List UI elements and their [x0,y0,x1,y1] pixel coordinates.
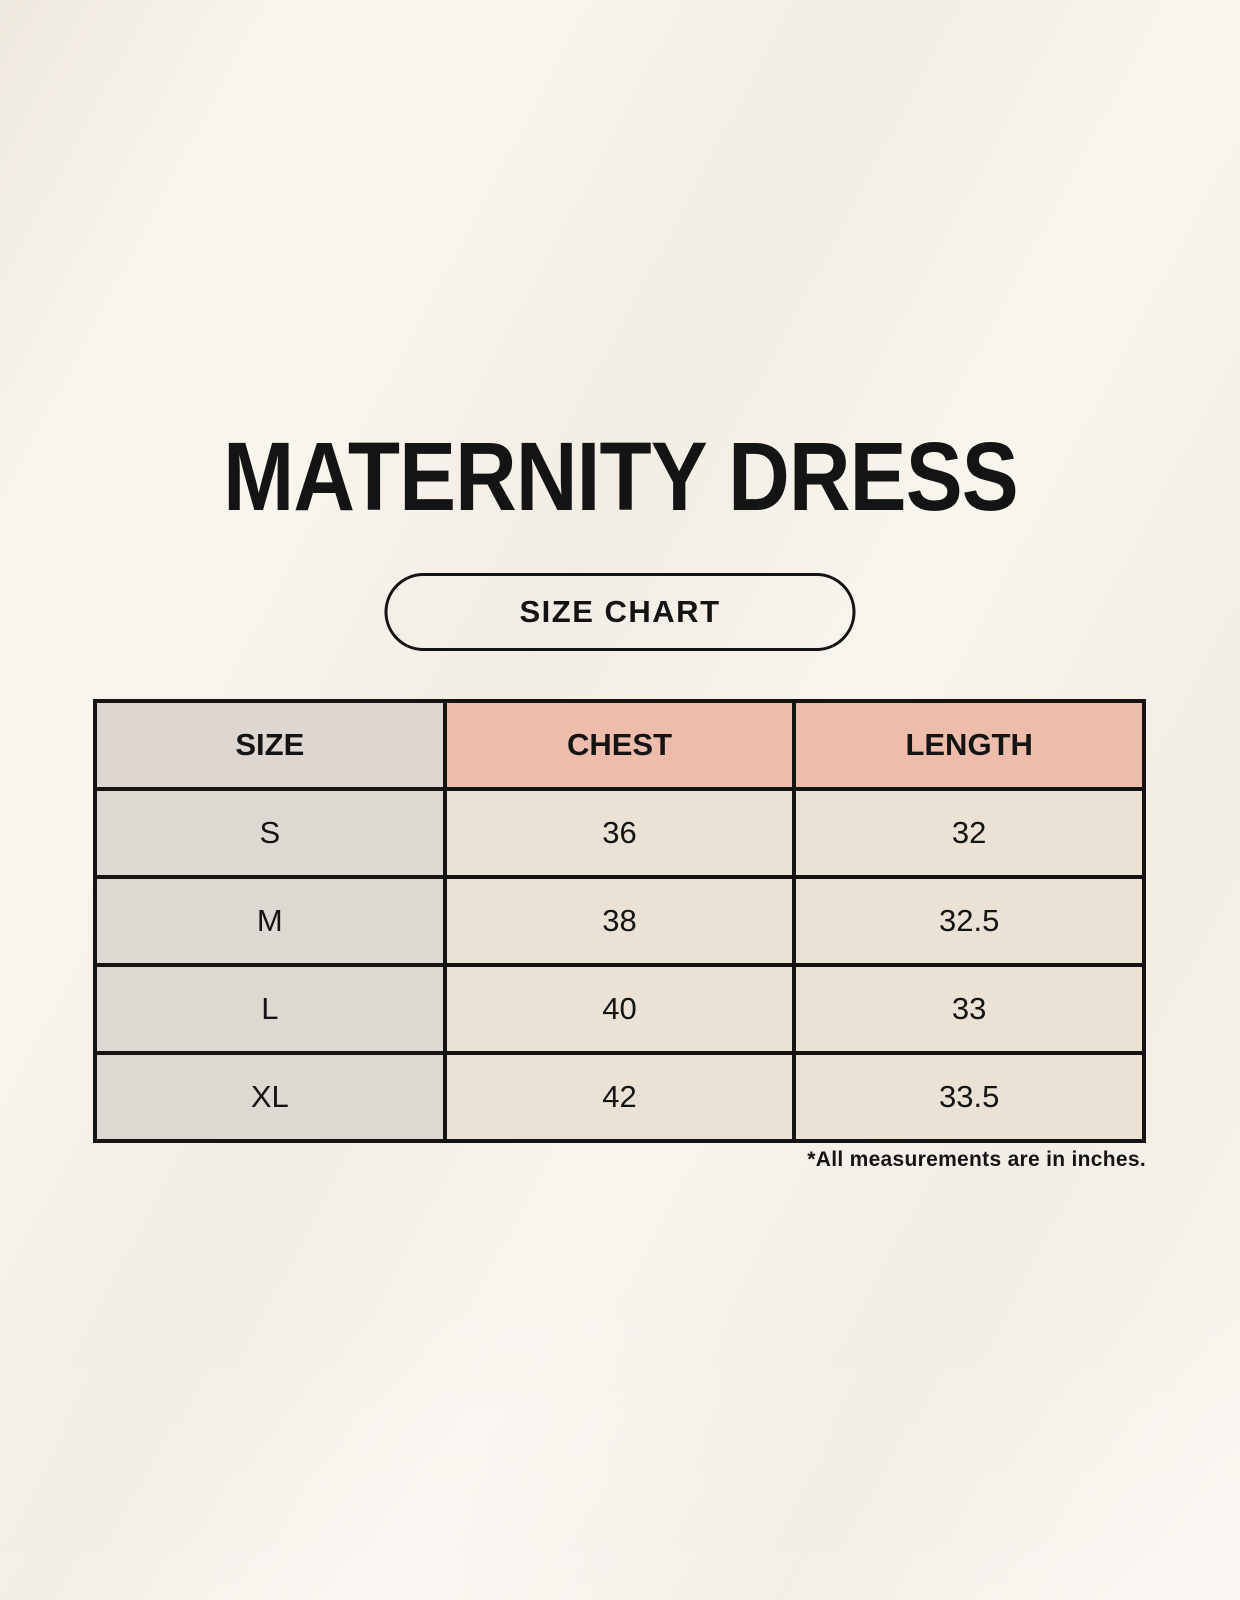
page-title: MATERNITY DRESS [0,428,1240,525]
length-cell: 32.5 [792,875,1146,967]
size-chart-table: SIZE CHEST LENGTH S 36 32 M 38 32.5 L [93,699,1146,1143]
size-chart-table-container: SIZE CHEST LENGTH S 36 32 M 38 32.5 L [93,699,1146,1143]
size-cell: M [93,875,447,967]
size-cell: S [93,787,447,879]
size-chart-badge-label: SIZE CHART [519,594,721,629]
length-cell: 33.5 [792,1051,1146,1143]
table-header-row: SIZE CHEST LENGTH [93,699,1146,791]
chest-cell: 40 [442,963,797,1055]
chest-cell: 42 [442,1051,797,1143]
column-header-length: LENGTH [792,699,1146,791]
chest-cell: 36 [442,787,797,879]
length-cell: 32 [792,787,1146,879]
column-header-chest: CHEST [442,699,797,791]
column-header-size: SIZE [93,699,447,791]
table-row: M 38 32.5 [93,875,1146,967]
size-cell: L [93,963,447,1055]
chest-cell: 38 [442,875,797,967]
table-row: XL 42 33.5 [93,1051,1146,1143]
page-title-text: MATERNITY DRESS [222,422,1019,531]
table-row: S 36 32 [93,787,1146,879]
size-cell: XL [93,1051,447,1143]
size-chart-badge: SIZE CHART [384,573,856,651]
table-row: L 40 33 [93,963,1146,1055]
length-cell: 33 [792,963,1146,1055]
measurements-footnote: *All measurements are in inches. [807,1148,1146,1171]
